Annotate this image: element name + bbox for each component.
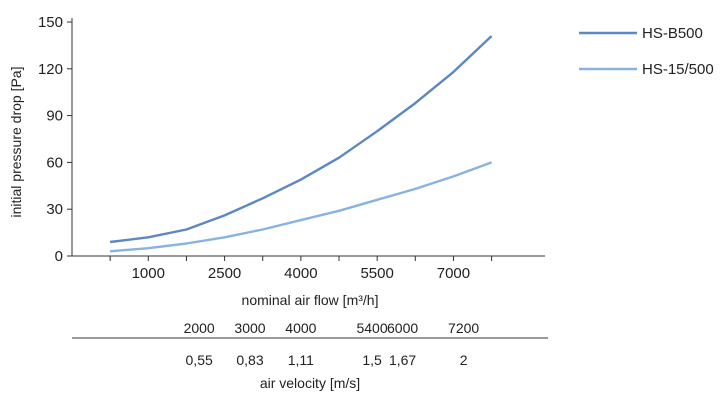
secondary-flow-label: 5400 xyxy=(356,320,387,336)
y-tick-label: 150 xyxy=(38,14,63,31)
y-tick-label: 90 xyxy=(46,108,63,125)
secondary-flow-label: 7200 xyxy=(448,320,479,336)
y-tick-label: 120 xyxy=(38,61,63,78)
secondary-flow-label: 2000 xyxy=(184,320,215,336)
series-line-hs-b500 xyxy=(109,35,493,244)
legend: HS-B500 HS-15/500 xyxy=(579,25,714,78)
secondary-flow-label: 6000 xyxy=(387,320,418,336)
velocity-label: 0,83 xyxy=(236,352,263,368)
secondary-flow-label: 4000 xyxy=(285,320,316,336)
velocity-axis-label: air velocity [m/s] xyxy=(260,375,360,391)
secondary-axis: 2000 0,55 3000 0,83 4000 1,11 5400 1,5 6000 1,67 7… xyxy=(72,320,548,368)
series-layer xyxy=(109,35,493,253)
x-tick-label: 1000 xyxy=(132,265,165,282)
legend-label: HS-B500 xyxy=(642,25,703,42)
x-axis-label: nominal air flow [m³/h] xyxy=(242,292,379,308)
legend-label: HS-15/500 xyxy=(642,61,714,78)
series-line-hs-15-500 xyxy=(110,161,493,253)
y-tick-label: 30 xyxy=(46,201,63,218)
y-tick-label: 0 xyxy=(55,248,63,265)
x-tick-label: 5500 xyxy=(360,265,393,282)
x-tick-label: 4000 xyxy=(284,265,317,282)
x-tick-label: 7000 xyxy=(437,265,470,282)
y-axis-label: initial pressure drop [Pa] xyxy=(8,67,24,218)
axes: 0 30 60 90 120 150 1000 2500 4000 5500 7000 xyxy=(38,14,545,282)
velocity-label: 1,67 xyxy=(389,352,416,368)
velocity-label: 1,5 xyxy=(362,352,382,368)
y-tick-label: 60 xyxy=(46,154,63,171)
velocity-label: 1,11 xyxy=(288,352,314,368)
secondary-flow-label: 3000 xyxy=(234,320,265,336)
velocity-label: 0,55 xyxy=(186,352,213,368)
velocity-label: 2 xyxy=(460,352,468,368)
x-tick-label: 2500 xyxy=(208,265,241,282)
